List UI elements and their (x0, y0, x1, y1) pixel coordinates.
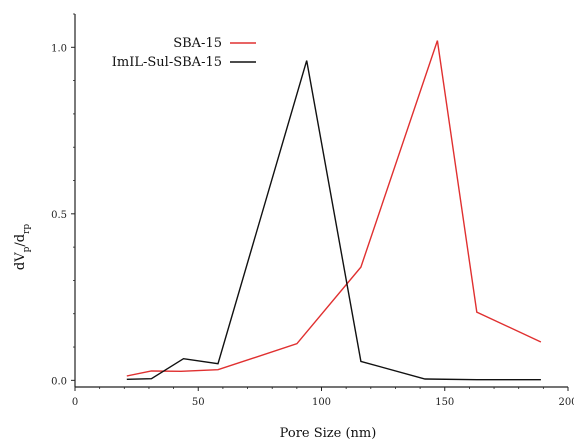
x-tick-label: 200 (558, 397, 574, 408)
y-tick-label: 0.5 (51, 210, 67, 221)
x-tick-label: 100 (312, 397, 331, 408)
x-axis-title: Pore Size (nm) (280, 426, 377, 441)
legend-label: ImIL-Sul-SBA-15 (112, 55, 222, 70)
x-tick-label: 150 (435, 397, 454, 408)
axes: 0 50 100 150 200 0.0 0.5 1.0 (51, 13, 574, 408)
legend: SBA-15 ImIL-Sul-SBA-15 (112, 36, 256, 70)
y-tick-label: 0.0 (51, 376, 67, 387)
y-axis-title-sub1: p (22, 246, 32, 252)
series-line-sba-15 (126, 40, 542, 377)
x-tick-label: 0 (72, 397, 78, 408)
y-axis-title-main: dV (13, 252, 28, 270)
y-tick-label: 1.0 (51, 43, 67, 54)
series-layer (126, 40, 542, 381)
y-axis-title-sub2: rp (22, 224, 32, 234)
x-tick-label: 50 (192, 397, 205, 408)
y-axis-title: dVp/drp (13, 224, 32, 270)
legend-label: SBA-15 (173, 36, 222, 51)
y-axis-title-mid: /d (13, 234, 28, 247)
series-line-imil-sul-sba-15 (126, 60, 541, 381)
